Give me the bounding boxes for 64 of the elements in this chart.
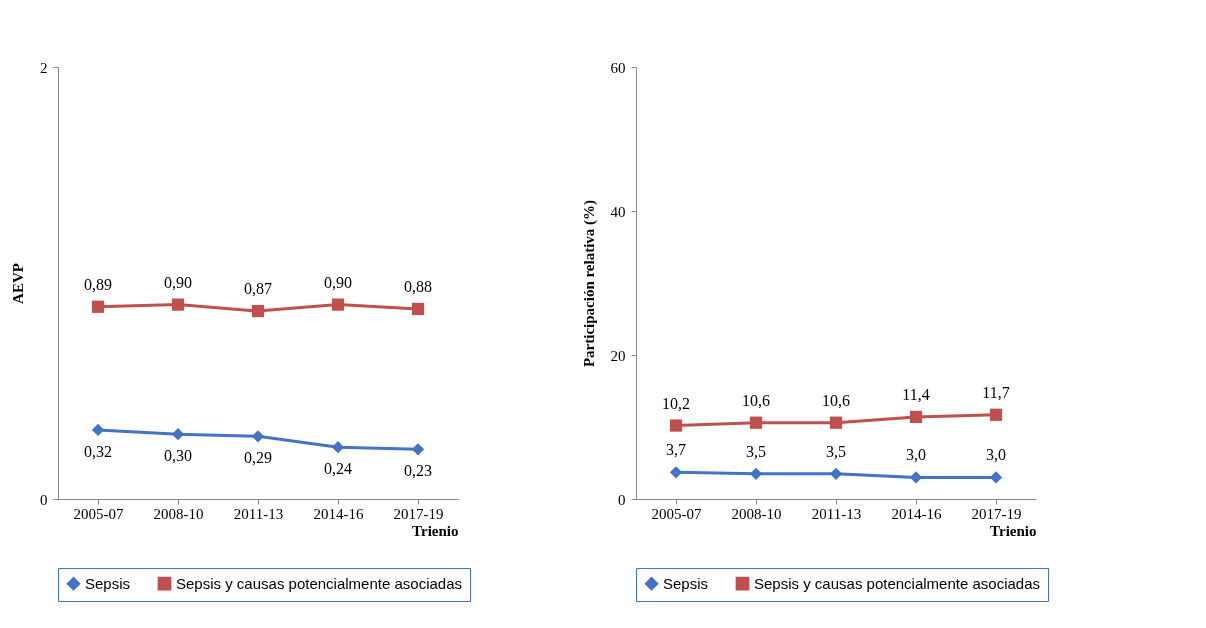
point <box>669 419 683 432</box>
point <box>909 410 923 424</box>
point <box>909 471 923 484</box>
point <box>829 416 843 429</box>
point <box>411 443 425 456</box>
y-tick-label: 0 <box>618 491 626 508</box>
data-label: 0,89 <box>84 275 112 293</box>
data-label: 11,7 <box>982 383 1010 401</box>
point <box>411 302 425 316</box>
y-axis-title: AEVP <box>10 263 26 304</box>
x-tick-label: 2005-07 <box>651 505 702 522</box>
data-label: 0,29 <box>244 449 272 467</box>
point <box>749 416 763 429</box>
data-label: 0,30 <box>164 447 192 465</box>
data-label: 10,6 <box>742 391 770 409</box>
data-label: 0,23 <box>404 462 432 480</box>
data-label: 3,0 <box>986 446 1006 464</box>
y-axis-title: Participación relativa (%) <box>580 199 598 368</box>
point <box>91 300 105 313</box>
point <box>251 304 265 318</box>
point <box>669 466 683 479</box>
x-tick-label: 2014-16 <box>891 505 942 522</box>
x-tick-label: 2005-07 <box>73 505 124 522</box>
y-tick-label: 0 <box>40 491 48 508</box>
y-tick-label: 40 <box>610 203 626 220</box>
point <box>171 298 185 311</box>
x-axis-title: Trienio <box>412 522 459 539</box>
data-label: 0,90 <box>164 273 192 291</box>
x-tick-label: 2014-16 <box>313 505 364 522</box>
legend-label: Sepsis y causas potencialmente asociadas <box>176 574 462 592</box>
y-tick-label: 60 <box>610 59 626 76</box>
data-label: 3,5 <box>826 442 846 460</box>
data-label: 10,2 <box>662 394 690 412</box>
x-tick-label: 2008-10 <box>731 505 782 522</box>
point <box>989 471 1003 484</box>
x-tick-label: 2011-13 <box>233 505 284 522</box>
point <box>331 441 345 454</box>
y-tick-label: 20 <box>610 347 626 364</box>
data-label: 3,7 <box>666 441 686 459</box>
legend-label: Sepsis y causas potencialmente asociadas <box>754 574 1040 592</box>
point <box>749 467 763 480</box>
x-tick-label: 2011-13 <box>811 505 862 522</box>
x-tick-label: 2008-10 <box>153 505 204 522</box>
point <box>91 423 105 436</box>
legend-label: Sepsis <box>663 574 709 592</box>
y-tick-label: 2 <box>40 59 48 76</box>
data-label: 0,24 <box>324 460 352 478</box>
x-tick-label: 2017-19 <box>971 505 1022 522</box>
data-label: 0,88 <box>404 277 432 295</box>
x-tick-label: 2017-19 <box>393 505 444 522</box>
data-label: 0,32 <box>84 442 112 460</box>
data-label: 0,87 <box>244 280 272 298</box>
point <box>989 408 1003 421</box>
point <box>331 298 345 311</box>
point <box>829 467 843 480</box>
point <box>171 428 185 441</box>
data-label: 0,90 <box>324 273 352 291</box>
data-label: 3,0 <box>906 446 926 464</box>
data-label: 10,6 <box>822 391 850 409</box>
data-label: 11,4 <box>902 385 930 403</box>
legend-label: Sepsis <box>85 574 131 592</box>
x-axis-title: Trienio <box>990 522 1037 539</box>
point <box>251 430 265 443</box>
data-label: 3,5 <box>746 442 766 460</box>
